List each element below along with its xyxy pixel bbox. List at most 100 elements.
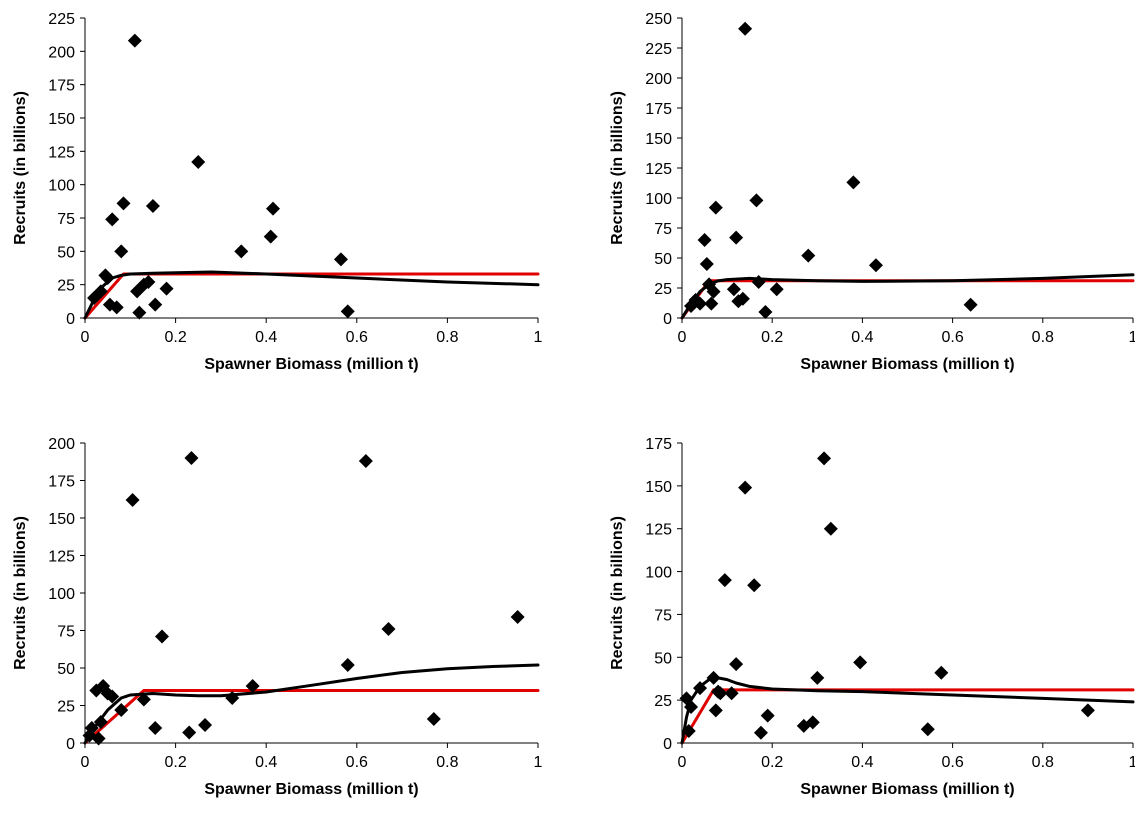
smooth-fit-line — [680, 676, 1135, 745]
hockey-stick-fit-line — [83, 689, 540, 745]
data-point — [724, 686, 739, 701]
chart-panel-top-left: 0 0.2 0.4 0.6 0.8 1 0 25 50 75 100 125 150 175 200 225 S… — [0, 0, 567, 409]
y-tick-label: 0 — [66, 736, 75, 753]
data-point — [681, 724, 696, 738]
data-point — [159, 281, 174, 296]
data-point — [141, 275, 156, 289]
y-tick-label: 25 — [654, 693, 672, 710]
data-point — [679, 691, 694, 706]
data-point — [145, 199, 160, 213]
data-point — [729, 657, 744, 672]
x-tick-label: 0.4 — [851, 329, 873, 346]
y-tick-label: 175 — [48, 474, 75, 491]
y-tick-label: 25 — [654, 281, 672, 298]
data-point — [735, 291, 750, 306]
data-point — [753, 725, 768, 740]
x-tick-label: 0.4 — [851, 754, 873, 771]
y-tick-label: 175 — [645, 101, 672, 118]
y-tick-label: 0 — [663, 311, 672, 328]
data-point — [713, 686, 728, 701]
y-tick-label: 175 — [645, 436, 672, 453]
x-tick-label: 0 — [678, 754, 687, 771]
chart-panel-bottom-left: 0 0.2 0.4 0.6 0.8 1 0 25 50 75 100 125 150 175 200 Spaw… — [0, 409, 567, 819]
data-point — [688, 293, 703, 307]
x-tick-label: 0.8 — [436, 754, 458, 771]
y-tick-label: 25 — [57, 699, 75, 716]
data-point — [1080, 703, 1095, 718]
chart-panel-top-right: 0 0.2 0.4 0.6 0.8 1 0 25 50 75 100 125 150 175 200 225 2… — [567, 0, 1135, 409]
data-point — [749, 193, 764, 208]
data-point — [510, 610, 525, 624]
x-tick-label: 1 — [534, 754, 543, 771]
chart-2-svg: 0 0.2 0.4 0.6 0.8 1 0 25 50 75 100 125 150 175 200 225 2… — [609, 11, 1135, 373]
y-tick-label: 100 — [48, 178, 75, 195]
data-point — [963, 297, 978, 312]
y-tick-label: 200 — [48, 44, 75, 61]
data-point — [846, 175, 861, 190]
x-tick-label: 0.8 — [1032, 329, 1054, 346]
x-tick-label: 0.4 — [255, 754, 277, 771]
data-point — [758, 305, 773, 319]
y-tick-label: 75 — [654, 221, 672, 238]
data-point — [381, 622, 396, 636]
x-tick-label: 0.8 — [1032, 754, 1054, 771]
x-tick-label: 1 — [1129, 754, 1135, 771]
y-axis-title: Recruits (in billions) — [12, 516, 29, 670]
x-axis-title: Spawner Biomass (million t) — [204, 356, 418, 373]
data-point — [684, 299, 699, 313]
y-tick-label: 125 — [48, 549, 75, 566]
data-point — [93, 284, 108, 299]
data-point — [697, 233, 712, 247]
x-tick-label: 0.2 — [761, 329, 783, 346]
data-point — [704, 296, 719, 311]
data-point — [708, 703, 723, 718]
data-point — [132, 305, 147, 320]
y-tick-label: 75 — [654, 607, 672, 624]
data-point — [817, 451, 832, 466]
x-tick-label: 0.8 — [436, 329, 458, 346]
data-point — [358, 454, 373, 468]
y-tick-label: 50 — [654, 650, 672, 667]
data-point — [920, 722, 935, 737]
x-tick-label: 0.6 — [941, 329, 963, 346]
y-tick-label: 100 — [645, 191, 672, 208]
data-point — [127, 33, 142, 48]
y-tick-label: 0 — [663, 736, 672, 753]
chart-3-svg: 0 0.2 0.4 0.6 0.8 1 0 25 50 75 100 125 150 175 200 Spaw… — [12, 436, 543, 798]
data-point — [148, 297, 163, 312]
y-tick-label: 25 — [57, 278, 75, 295]
data-point — [84, 721, 99, 735]
data-point — [333, 252, 348, 267]
y-axis-title: Recruits (in billions) — [12, 91, 29, 245]
data-point — [693, 681, 708, 696]
data-point — [823, 521, 838, 536]
y-tick-label: 125 — [645, 161, 672, 178]
data-point — [708, 200, 723, 215]
data-point — [91, 731, 106, 746]
data-point — [265, 201, 280, 216]
y-tick-label: 125 — [645, 522, 672, 539]
data-point — [198, 718, 213, 732]
y-tick-label: 0 — [66, 311, 75, 328]
data-point — [114, 244, 129, 259]
y-tick-label: 150 — [645, 479, 672, 496]
data-point — [263, 229, 278, 244]
data-point — [738, 480, 753, 495]
data-point — [853, 655, 868, 670]
data-point — [136, 692, 151, 707]
y-tick-label: 100 — [48, 586, 75, 603]
y-tick-label: 50 — [57, 244, 75, 261]
data-point — [245, 679, 260, 693]
x-tick-label: 0.6 — [346, 754, 368, 771]
y-tick-label: 225 — [48, 11, 75, 28]
data-point — [684, 700, 699, 714]
data-point — [125, 493, 140, 507]
chart-panel-bottom-right: 0 0.2 0.4 0.6 0.8 1 0 25 50 75 100 125 150 175 Spawner… — [567, 409, 1135, 819]
y-tick-label: 50 — [57, 661, 75, 678]
data-point — [868, 258, 883, 273]
x-tick-label: 0.2 — [164, 329, 186, 346]
y-tick-label: 175 — [48, 78, 75, 95]
y-tick-label: 250 — [645, 11, 672, 28]
smooth-fit-line — [83, 270, 540, 320]
data-point — [225, 691, 240, 705]
